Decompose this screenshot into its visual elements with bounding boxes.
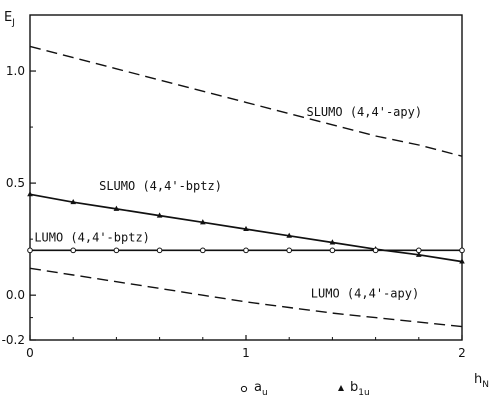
marker-b1u xyxy=(416,251,422,257)
legend: au b1u xyxy=(240,380,370,398)
series-annotation: SLUMO (4,4'-bptz) xyxy=(99,179,222,193)
marker-b1u xyxy=(70,198,76,205)
legend-label-au: a xyxy=(254,380,262,395)
marker-au xyxy=(113,247,120,254)
marker-b1u xyxy=(286,232,292,238)
marker-b1u xyxy=(27,191,33,197)
marker-b1u xyxy=(329,239,336,245)
series-annotation: LUMO (4,4'-bptz) xyxy=(34,230,150,244)
x-tick-label: 1 xyxy=(242,346,250,360)
legend-circle-marker xyxy=(240,385,248,393)
y-tick-label: -0.2 xyxy=(2,333,25,347)
y-tick-label: 0.0 xyxy=(6,288,25,302)
svg-text:au: au xyxy=(254,380,268,398)
marker-au xyxy=(70,247,76,254)
x-tick-label: 0 xyxy=(26,346,34,360)
y-tick-label: 0.5 xyxy=(6,176,25,190)
series-markers xyxy=(27,191,465,264)
legend-sub-b1u: 1u xyxy=(358,388,369,398)
legend-sub-au: u xyxy=(262,388,268,398)
series-line-3 xyxy=(29,267,463,328)
marker-au xyxy=(200,247,206,254)
svg-text:b1u: b1u xyxy=(350,380,370,398)
marker-au xyxy=(416,247,422,254)
series-lines xyxy=(29,45,463,328)
legend-item-b1u: b1u xyxy=(338,380,370,398)
marker-b1u xyxy=(243,225,249,232)
legend-triangle-marker xyxy=(338,385,344,391)
marker-b1u xyxy=(113,205,120,211)
marker-au xyxy=(243,247,249,254)
legend-label-b1u: b xyxy=(350,380,358,395)
marker-b1u xyxy=(459,258,465,264)
y-tick-label: 1.0 xyxy=(6,64,25,78)
annotations: SLUMO (4,4'-apy) SLUMO (4,4'-bptz) LUMO (4… xyxy=(34,105,422,301)
series-annotation: SLUMO (4,4'-apy) xyxy=(306,105,422,119)
series-annotation: LUMO (4,4'-apy) xyxy=(311,286,419,300)
marker-au xyxy=(156,247,163,254)
marker-au xyxy=(329,247,336,254)
y-axis-title: EJ xyxy=(4,10,15,28)
x-tick-label: 2 xyxy=(458,346,466,360)
x-ticks: 0 1 2 xyxy=(26,335,466,360)
x-axis-title: hN xyxy=(474,372,489,390)
legend-item-au: au xyxy=(240,380,268,398)
marker-au xyxy=(286,247,293,254)
y-ticks: 1.0 0.5 0.0 -0.2 xyxy=(2,64,36,347)
marker-au xyxy=(459,247,465,254)
series-line-0 xyxy=(29,45,463,157)
marker-b1u xyxy=(200,219,206,225)
marker-au xyxy=(27,247,33,254)
marker-au xyxy=(372,247,379,254)
marker-b1u xyxy=(156,212,163,218)
